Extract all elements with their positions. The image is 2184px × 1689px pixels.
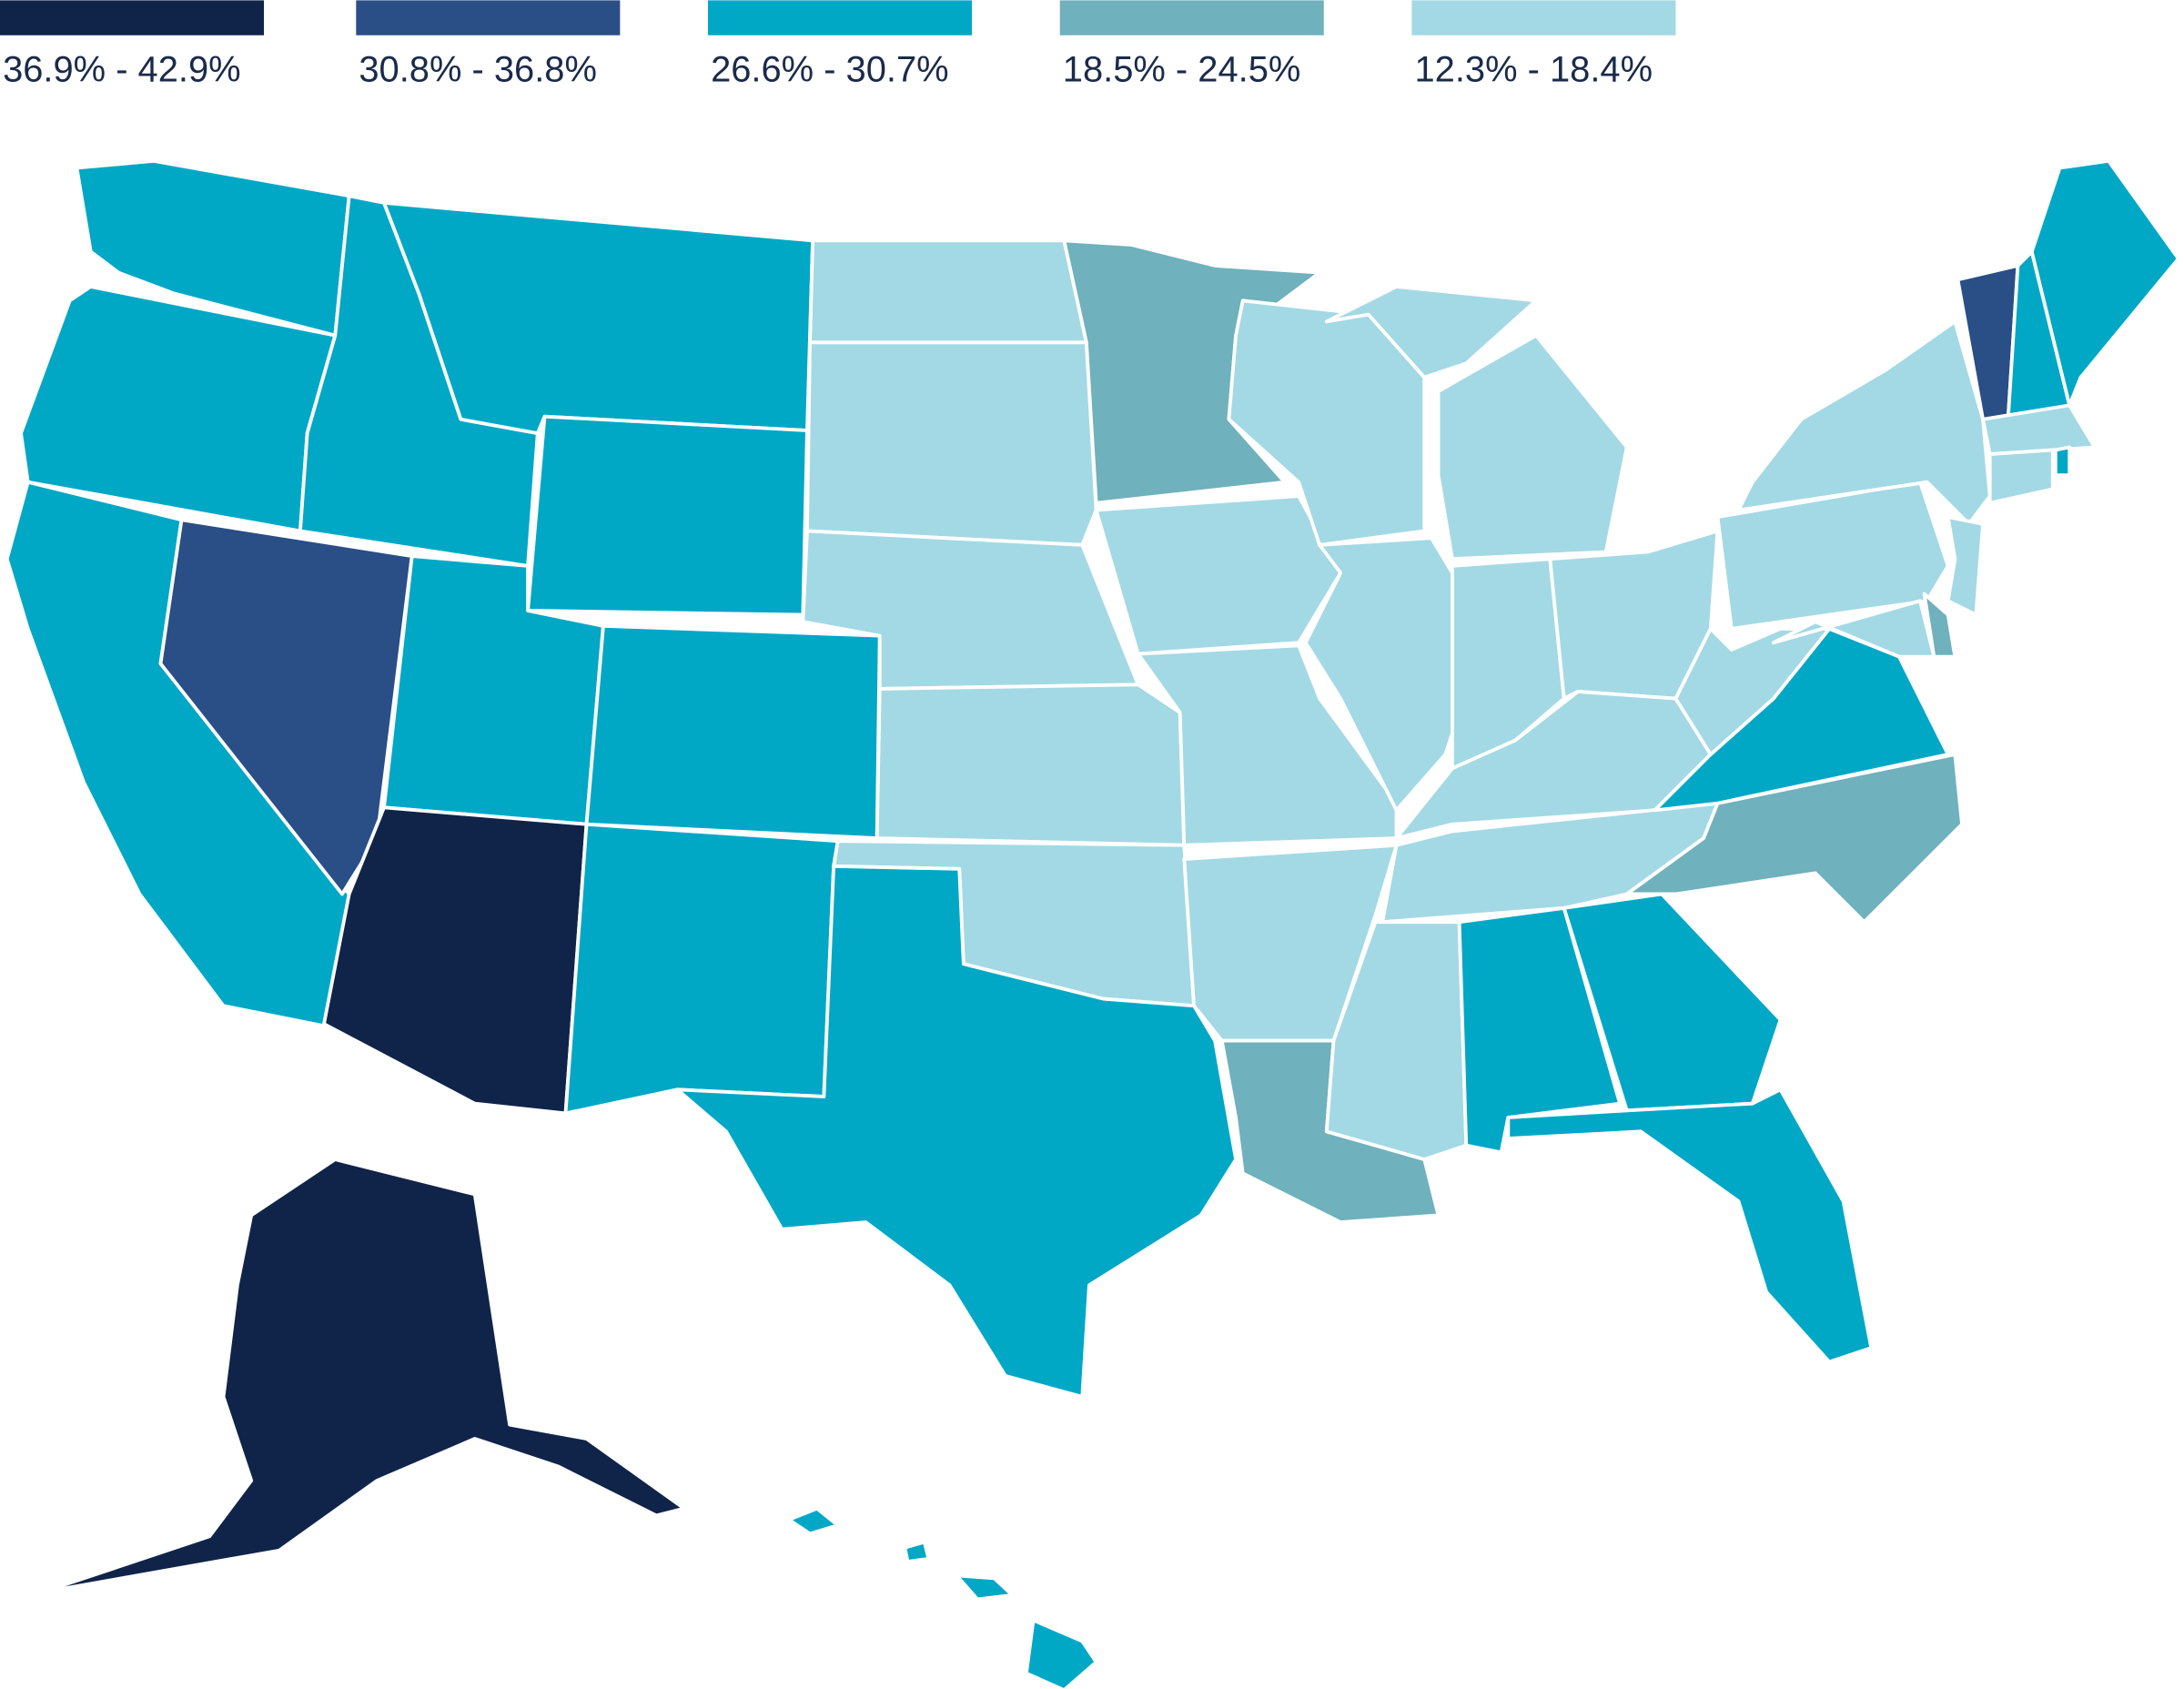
state (805, 340, 1098, 547)
state (1136, 643, 1399, 847)
legend-swatch (356, 0, 621, 35)
legend: 36.9% - 42.9% 30.8% - 36.8% 26.6% - 30.7% 1… (0, 0, 1676, 89)
state (1987, 448, 2055, 505)
state (1324, 285, 1538, 379)
state (1094, 494, 1343, 656)
state (808, 238, 1088, 345)
state (1562, 892, 1783, 1113)
state (1024, 1618, 1098, 1689)
legend-label: 30.8% - 36.8% (359, 49, 597, 89)
states (5, 158, 2180, 1689)
legend-label: 36.9% - 42.9% (3, 49, 241, 89)
state (1922, 592, 1957, 659)
state (1436, 333, 1629, 561)
legend-label: 26.6% - 30.7% (711, 49, 949, 89)
state (40, 1158, 686, 1594)
state (1506, 1087, 1874, 1364)
legend-swatch (1059, 0, 1324, 35)
state (1771, 599, 1936, 659)
legend-label: 18.5% - 24.5% (1063, 49, 1301, 89)
state (2053, 445, 2072, 478)
state (903, 1540, 931, 1563)
state (875, 683, 1187, 847)
legend-label: 12.3% - 18.4% (1414, 49, 1653, 89)
state (1624, 753, 1964, 925)
state (584, 623, 882, 841)
state (675, 864, 1238, 1399)
state (1303, 536, 1461, 813)
state (1736, 319, 1992, 526)
state (563, 822, 840, 1116)
state (955, 1573, 1015, 1602)
legend-swatch (1411, 0, 1676, 35)
state (1981, 403, 2097, 457)
state (75, 158, 351, 338)
state (1946, 515, 1985, 617)
legend-swatch (708, 0, 973, 35)
legend-swatch (0, 0, 265, 35)
state (787, 1506, 840, 1536)
state (526, 414, 809, 617)
